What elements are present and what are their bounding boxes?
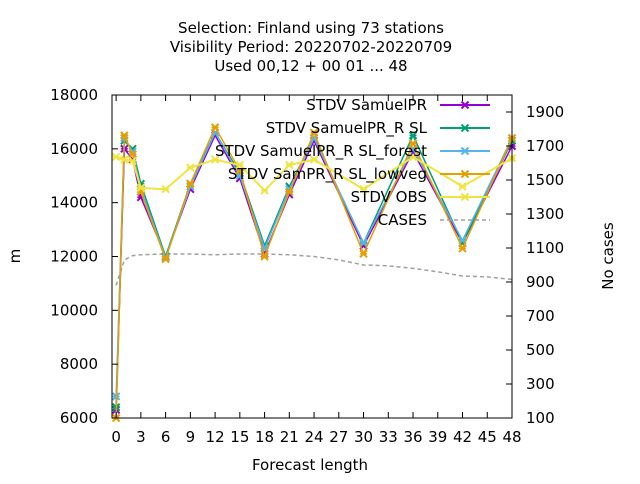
y2-tick-label: 900 [526, 273, 555, 291]
y-axis-label: m [6, 249, 24, 264]
x-tick-label: 0 [111, 428, 121, 446]
y-tick-label: 12000 [50, 248, 98, 266]
title-line: Selection: Finland using 73 stations [178, 19, 444, 37]
x-tick-label: 12 [206, 428, 225, 446]
series-point-3 [161, 254, 170, 264]
x-tick-label: 3 [136, 428, 146, 446]
y2-tick-label: 500 [526, 341, 555, 359]
series-point-3 [359, 249, 368, 259]
legend-label: STDV SamuelPR_R SL_forest [215, 142, 427, 161]
x-tick-label: 6 [161, 428, 171, 446]
series-point-3 [186, 179, 195, 189]
y-tick-label: 16000 [50, 140, 98, 158]
y2-tick-label: 1900 [526, 103, 564, 121]
legend-label: STDV SamuelPR_R SL [266, 119, 428, 138]
y2-tick-label: 300 [526, 375, 555, 393]
title-line: Used 00,12 + 00 01 ... 48 [214, 57, 407, 75]
legend-label: STDV SamuelPR [306, 96, 427, 114]
title-line: Visibility Period: 20220702-20220709 [170, 38, 452, 56]
legend-marker [460, 169, 470, 179]
series-point-4 [210, 155, 220, 164]
series-point-2 [359, 238, 368, 248]
series-point-4 [111, 152, 121, 162]
y2-tick-label: 1700 [526, 137, 564, 155]
legend: STDV SamuelPR STDV SamuelPR_R SL STDV Samu… [215, 96, 490, 229]
series-point-3 [260, 252, 269, 261]
series-point-4 [458, 182, 467, 191]
legend-marker [460, 192, 470, 202]
series-point-3 [408, 139, 418, 148]
axis-ticks: 6000800010000120001400016000180001003005… [50, 86, 564, 446]
x-tick-label: 21 [280, 428, 299, 446]
series-point-4 [260, 186, 269, 195]
series-line-cases [115, 253, 513, 286]
series-layer [111, 123, 517, 423]
legend-marker [460, 100, 470, 110]
series-point-4 [235, 160, 245, 170]
x-tick-label: 24 [305, 428, 324, 446]
legend-marker [460, 123, 470, 133]
y-tick-label: 18000 [50, 86, 98, 104]
x-tick-label: 36 [403, 428, 422, 446]
x-tick-label: 45 [478, 428, 497, 446]
series-point-4 [309, 155, 319, 164]
series-point-4 [128, 156, 137, 166]
legend-label: CASES [378, 211, 427, 229]
x-tick-label: 9 [186, 428, 196, 446]
x-tick-label: 39 [428, 428, 447, 446]
chart-title: Selection: Finland using 73 stationsVisi… [170, 19, 452, 75]
series-point-4 [120, 155, 129, 164]
legend-marker [460, 146, 470, 156]
y2-axis-label: No cases [599, 222, 617, 290]
series-point-4 [408, 152, 418, 162]
x-axis-label: Forecast length [252, 456, 368, 474]
y2-tick-label: 1500 [526, 171, 564, 189]
series-point-3 [309, 128, 319, 137]
y-tick-label: 8000 [60, 355, 98, 373]
y2-tick-label: 1300 [526, 205, 564, 223]
x-tick-label: 15 [230, 428, 249, 446]
x-tick-label: 27 [329, 428, 348, 446]
series-point-3 [285, 187, 294, 197]
series-point-4 [285, 160, 294, 170]
y-tick-label: 6000 [60, 409, 98, 427]
x-tick-label: 48 [502, 428, 521, 446]
series-point-3 [120, 131, 129, 140]
series-point-4 [359, 185, 368, 194]
y-tick-label: 14000 [50, 194, 98, 212]
x-tick-label: 30 [354, 428, 373, 446]
y2-tick-label: 700 [526, 307, 555, 325]
y2-tick-label: 100 [526, 409, 555, 427]
y-tick-label: 10000 [50, 301, 98, 319]
series-point-3 [458, 244, 467, 253]
series-point-1 [408, 131, 418, 140]
legend-label: STDV OBS [351, 188, 427, 206]
series-point-3 [128, 150, 137, 159]
x-tick-label: 42 [453, 428, 472, 446]
series-point-4 [186, 163, 195, 172]
series-point-3 [210, 123, 220, 132]
x-tick-label: 33 [379, 428, 398, 446]
y2-tick-label: 1100 [526, 239, 564, 257]
legend-label: STDV SamPR_R SL_lowveg [228, 165, 427, 184]
series-point-4 [136, 183, 146, 193]
series-point-4 [161, 185, 170, 194]
x-tick-label: 18 [255, 428, 274, 446]
